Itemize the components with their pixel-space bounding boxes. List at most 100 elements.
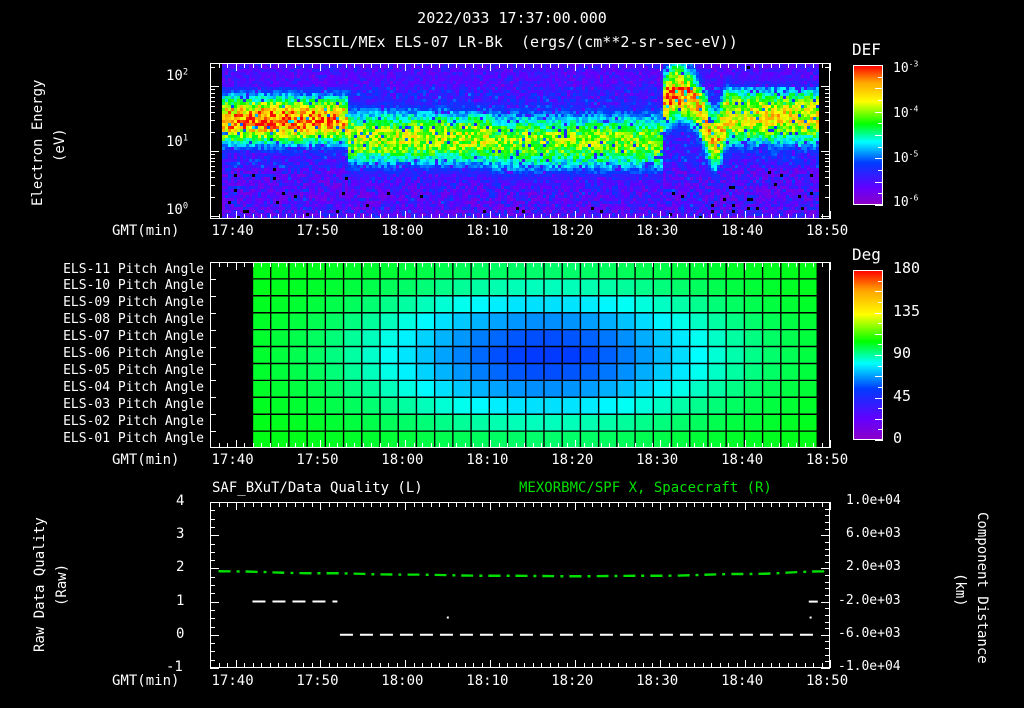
panel2-tick-top [660,262,662,270]
panel2-tick-bottom [337,443,339,448]
panel3-tick-top [821,502,823,507]
panel1-tick-top [702,63,704,68]
panel1-tick-top [473,63,475,68]
colorbar-tick [875,440,883,441]
panel1-tick-top [770,63,772,68]
panel3-tick-bottom [634,663,636,668]
panel2-tick-top [473,262,475,267]
panel3-tick-top [617,502,619,507]
panel1-tick-top [320,63,322,71]
panel1-ytick-right [825,154,830,156]
panel2-tick-top [439,262,441,267]
panel2-tick-top [592,262,594,267]
panel3-tick-bottom [685,663,687,668]
panel1-tick-top [736,63,738,68]
panel3-ytick-right [821,668,830,669]
panel3-ytick-left-0: 0 [176,625,185,642]
panel2-tick-top [379,262,381,267]
panel3-tick-bottom [541,663,543,668]
panel2-tick-bottom [473,443,475,448]
panel3-tick-bottom [345,663,347,668]
panel2-tick-top [422,262,424,267]
panel1-tick-bottom [592,214,594,219]
panel3-tick-top [235,502,237,510]
panel1-tick-bottom [328,214,330,219]
panel1-tick-bottom [711,214,713,219]
colorbar-tick [878,77,883,78]
panel2-tick-top [779,262,780,267]
panel3-tick-bottom [804,663,806,668]
panel1-yunits: (eV) [52,128,68,162]
panel1-tick-bottom [345,214,347,219]
panel3-ytick-right [825,628,830,630]
panel3-ytick-left [210,568,219,570]
panel3-title-left: SAF_BXuT/Data Quality (L) [212,480,423,496]
panel3-tick-top [447,502,449,507]
panel2-row-label-7: ELS-07 Pitch Angle [63,329,204,345]
panel2-ytick [210,295,216,297]
panel2-tick-bottom [252,443,254,448]
panel2-tick-top [770,262,772,267]
panel1-tick-bottom [227,214,228,219]
colorbar-tick [878,408,883,409]
panel1-tick-bottom [473,214,475,219]
panel1-tick-bottom [787,214,789,219]
panel2-tick-bottom [719,443,721,448]
panel3-tick-bottom [745,660,747,668]
panel3-tick-bottom [787,663,789,668]
panel1-tick-bottom [354,214,356,219]
panel2-tick-bottom [762,443,764,448]
deg-tick-90: 90 [893,344,912,362]
panel3-tick-bottom [549,663,551,668]
panel3-ytick-left [210,576,215,578]
panel3-tick-top [413,502,415,507]
panel1-tick-top [821,63,823,68]
panel2-tick-top [328,262,330,267]
panel2-tick-bottom [261,443,262,448]
panel1-tick-bottom [694,214,696,219]
panel3-tick-top [711,502,713,507]
panel1-ytick-right [825,96,830,98]
panel3-xtick-17:40: 17:40 [211,673,254,689]
panel3-yunits-right: (km) [952,573,968,607]
panel1-tick-bottom [668,214,670,219]
panel2-tick-top [524,262,526,267]
panel3-ytick-right [825,588,830,590]
panel2-tick-bottom [498,443,500,448]
panel2-tick-bottom [405,440,407,448]
panel2-tick-bottom [439,443,441,448]
panel1-tick-top [422,63,424,68]
panel3-tick-top [592,502,594,507]
panel1-tick-bottom [447,214,449,219]
colorbar-tick [878,302,883,303]
panel1-tick-bottom [609,214,611,219]
panel3-tick-top [643,502,645,507]
panel1-tick-bottom [762,214,764,219]
panel3-ytick-right [825,541,830,543]
panel2-tick-top [235,262,237,270]
panel2-tick-bottom [736,443,738,448]
panel3-ytick-left [210,551,215,553]
colorbar-tick [875,376,883,377]
panel3-tick-bottom [473,663,475,668]
panel1-xtick-18:00: 18:00 [381,223,424,239]
panel3-tick-bottom [694,663,696,668]
panel3-tick-top [651,502,653,507]
panel2-tick-top [244,262,245,267]
panel3-tick-top [464,502,466,507]
panel2-tick-bottom [286,443,288,448]
panel3-tick-bottom [337,663,339,668]
panel3-tick-top [549,502,551,507]
panel1-tick-bottom [311,214,313,219]
panel1-ytick-right [821,151,830,153]
panel2-tick-top [447,262,449,267]
panel3-tick-bottom [354,663,356,668]
panel3-ytick-left [210,626,215,628]
panel1-tick-top [634,63,636,68]
panel1-ytick-right [821,216,830,217]
panel1-ytick [210,157,215,159]
panel2-tick-top [311,262,313,267]
panel1-tick-top [498,63,500,68]
panel1-ytick [210,89,215,91]
panel3-tick-top [634,502,636,507]
